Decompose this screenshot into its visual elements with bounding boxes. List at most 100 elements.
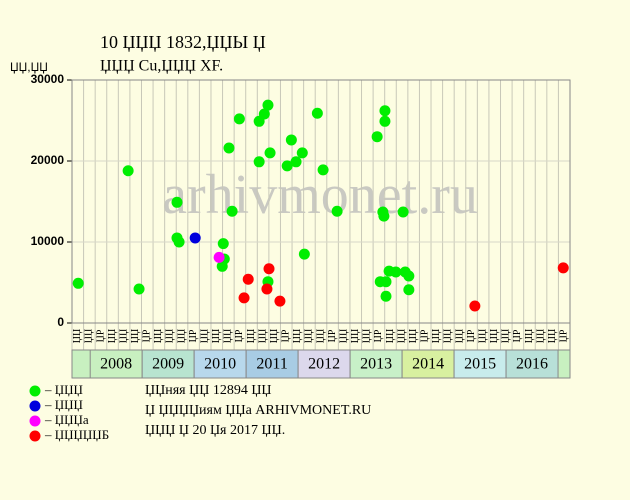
column-label: ЏР <box>327 329 338 342</box>
point <box>331 205 343 217</box>
point <box>557 262 569 274</box>
column-label: ЏЏ <box>304 329 315 343</box>
column-label: ЏЏ <box>269 329 280 343</box>
point <box>403 270 415 282</box>
year-label: 2010 <box>204 356 236 373</box>
plot-frame <box>71 79 571 324</box>
legend-label: – ЏЏЏа <box>44 412 89 427</box>
column-row <box>71 322 571 351</box>
column-label: ЏР <box>142 329 153 342</box>
column-label: ЏР <box>188 329 199 342</box>
year-band <box>349 349 403 379</box>
column-label: ЏЏ <box>246 329 257 343</box>
column-label: ЏЏ <box>257 329 268 343</box>
point <box>281 160 293 172</box>
point <box>217 238 229 250</box>
column-label: ЏЏ <box>454 329 465 343</box>
year-band <box>245 349 299 379</box>
legend-label: – ЏЏЏЏЏБ <box>44 427 109 442</box>
point <box>378 210 390 222</box>
point <box>397 206 409 218</box>
year-label: 2008 <box>100 356 132 373</box>
year-band <box>297 349 351 379</box>
column-label: ЏЏ <box>211 329 222 343</box>
legend-swatch <box>29 415 41 427</box>
note: ЏЏняя ЏЏ 12894 ЏЏ <box>145 383 272 398</box>
column-label: ЏР <box>95 329 106 342</box>
point <box>379 105 391 117</box>
legend-label: – ЏЏЏ <box>44 382 83 397</box>
point <box>173 236 185 248</box>
column-label: ЏЏ <box>501 329 512 343</box>
column-label: ЏР <box>512 329 523 342</box>
point <box>233 113 245 125</box>
point <box>261 283 273 295</box>
point <box>223 142 235 154</box>
legend-swatch <box>29 385 41 397</box>
year-label: 2015 <box>464 356 496 373</box>
column-label: ЏЏ <box>72 329 83 343</box>
year-band <box>193 349 247 379</box>
column-label: ЏЏ <box>315 329 326 343</box>
point <box>253 156 265 168</box>
year-band <box>141 349 195 379</box>
column-label: ЏЏ <box>443 329 454 343</box>
point <box>274 295 286 307</box>
y-tick-label: 30000 <box>31 72 65 86</box>
year-band <box>505 349 559 379</box>
column-label: ЏЏ <box>385 329 396 343</box>
point <box>262 99 274 111</box>
year-label: 2013 <box>360 356 392 373</box>
year-label: 2014 <box>412 356 444 373</box>
column-label: ЏЏ <box>362 329 373 343</box>
column-label: ЏЏ <box>118 329 129 343</box>
column-label: ЏЏ <box>547 329 558 343</box>
point <box>296 147 308 159</box>
point <box>390 266 402 278</box>
point <box>189 232 201 244</box>
point <box>72 277 84 289</box>
column-label: ЏЏ <box>176 329 187 343</box>
note: Џ ЏЏЏЏиям ЏЏа ARHIVMONET.RU <box>145 403 371 418</box>
point <box>226 205 238 217</box>
marks <box>72 99 569 312</box>
legend-swatch <box>29 400 41 412</box>
point <box>298 248 310 260</box>
year-label: 2011 <box>256 356 287 373</box>
year-label: 2009 <box>152 356 184 373</box>
column-label: ЏЏ <box>431 329 442 343</box>
year-band <box>401 349 455 379</box>
column-label: ЏЏ <box>292 329 303 343</box>
grid: ЏЏ ЏЏ ЏР ЏЏ ЏЏ ЏЏ ЏР ЏЏ ЏЏ ЏЏ ЏР ЏЏ ЏЏ ЏЏ ЏР ЏЏ ЏЏ ЏЏ ЏР ЏЏ… <box>31 72 571 379</box>
point <box>171 196 183 208</box>
column-label: ЏЏ <box>408 329 419 343</box>
column-label: ЏЏ <box>396 329 407 343</box>
chart-title: 10 ЏЏЏ 1832,ЏЏЫ Џ <box>100 32 266 52</box>
column-label: ЏР <box>281 329 292 342</box>
column-label: ЏЏ <box>130 329 141 343</box>
column-label: ЏР <box>559 329 570 342</box>
column-label: ЏЏ <box>223 329 234 343</box>
column-label: ЏЏ <box>153 329 164 343</box>
y-tick-label: 20000 <box>31 153 65 167</box>
column-label: ЏЏ <box>84 329 95 343</box>
point <box>213 251 225 263</box>
column-label: ЏЏ <box>107 329 118 343</box>
point <box>379 115 391 127</box>
year-label: 2016 <box>516 356 548 373</box>
point <box>258 108 270 120</box>
point <box>263 263 275 275</box>
legend-swatch <box>29 430 41 442</box>
point <box>122 165 134 177</box>
y-tick-label: 10000 <box>31 234 65 248</box>
column-label: ЏЏ <box>535 329 546 343</box>
point <box>380 276 392 288</box>
point <box>311 107 323 119</box>
point <box>403 284 415 296</box>
legend-label: – ЏЏЏ <box>44 397 83 412</box>
point <box>133 283 145 295</box>
point <box>264 147 276 159</box>
column-label: ЏР <box>234 329 245 342</box>
